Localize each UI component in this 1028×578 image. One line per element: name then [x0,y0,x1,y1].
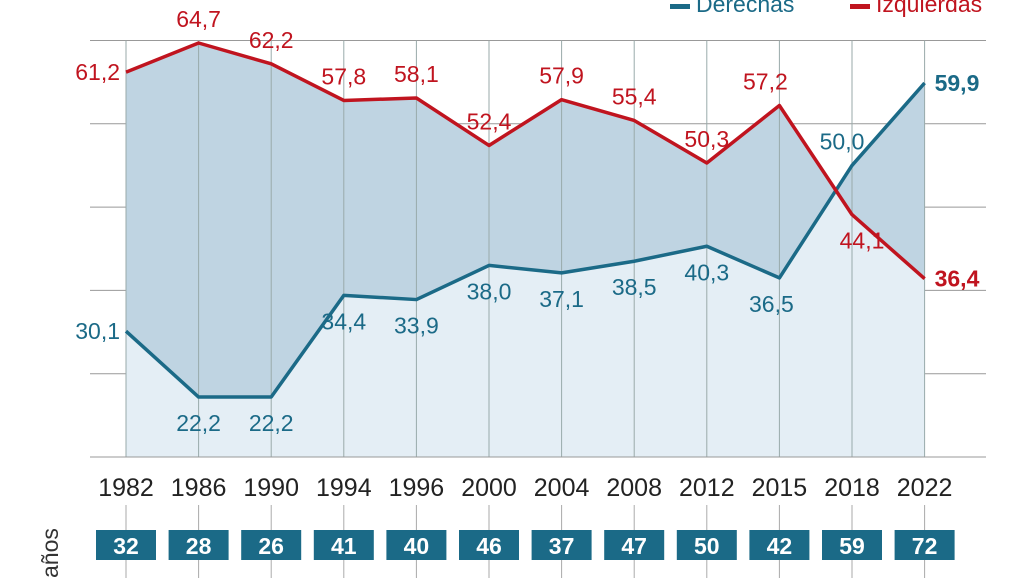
data-label-derechas: 59,9 [935,70,980,96]
age-box [676,530,737,560]
data-label-derechas: 37,1 [539,286,584,312]
age-value: 28 [186,533,212,559]
age-box [604,530,665,560]
data-label-derechas: 50,0 [820,128,865,154]
age-box [459,530,519,560]
series-line-derechas [124,81,926,399]
x-tick-label: 2008 [606,474,662,502]
age-box [96,530,156,560]
data-label-izquierdas: 36,4 [935,266,980,292]
data-label-izquierdas: 52,4 [467,108,512,134]
data-label-izquierdas: 44,1 [840,228,885,254]
legend-label-izquierdas: Izquierdas [876,0,982,17]
data-label-izquierdas: 55,4 [612,83,657,109]
data-label-izquierdas: 50,3 [684,126,729,152]
data-label-derechas: 22,2 [249,410,294,436]
age-box [531,530,592,560]
data-label-izquierdas: 57,8 [321,63,366,89]
age-box [241,530,302,560]
data-label-izquierdas: 58,1 [394,61,439,87]
legend-label-derechas: Derechas [696,0,794,17]
x-tick-label: 2018 [824,474,880,502]
age-value: 47 [621,533,647,559]
x-tick-label: 2004 [534,474,590,502]
data-label-derechas: 22,2 [176,410,221,436]
x-tick-label: 2012 [679,474,735,502]
age-box [386,530,447,560]
age-value: 42 [767,533,793,559]
age-row-label: años [37,528,63,578]
legend: Derechas Izquierdas [670,0,982,17]
data-label-derechas: 38,5 [612,274,657,300]
legend-swatch-derechas [670,4,690,9]
series-line-izquierdas [125,41,926,281]
age-value: 40 [404,533,430,559]
age-box [168,530,229,560]
age-box [313,530,374,560]
data-label-derechas: 40,3 [684,259,729,285]
data-label-derechas: 38,0 [467,278,512,304]
age-box [894,530,955,560]
x-tick-label: 2022 [897,474,953,502]
x-tick-label: 1994 [316,474,372,502]
data-label-izquierdas: 57,2 [743,68,788,94]
data-label-izquierdas: 62,2 [249,27,294,53]
age-value: 50 [694,533,720,559]
area-between-series [126,42,925,398]
data-label-izquierdas: 61,2 [75,59,120,85]
data-label-izquierdas: 57,9 [539,63,584,89]
data-label-derechas: 30,1 [75,318,120,344]
x-tick-label: 1982 [98,474,154,502]
x-tick-label: 2015 [752,474,808,502]
age-box [749,530,810,560]
x-tick-label: 1996 [389,474,445,502]
data-label-derechas: 36,5 [749,291,794,317]
x-tick-label: 1986 [171,474,227,502]
age-value: 59 [839,533,865,559]
x-tick-label: 1990 [243,474,299,502]
age-value: 32 [113,533,139,559]
age-value: 37 [549,533,575,559]
data-label-derechas: 34,4 [321,308,366,334]
legend-swatch-izquierdas [850,4,870,9]
data-label-derechas: 33,9 [394,313,439,339]
age-value: 72 [912,533,938,559]
age-value: 46 [476,533,502,559]
age-value: 26 [258,533,284,559]
x-tick-label: 2000 [461,474,517,502]
data-label-izquierdas: 64,7 [176,6,221,32]
age-box [822,530,882,560]
age-value: 41 [331,533,357,559]
